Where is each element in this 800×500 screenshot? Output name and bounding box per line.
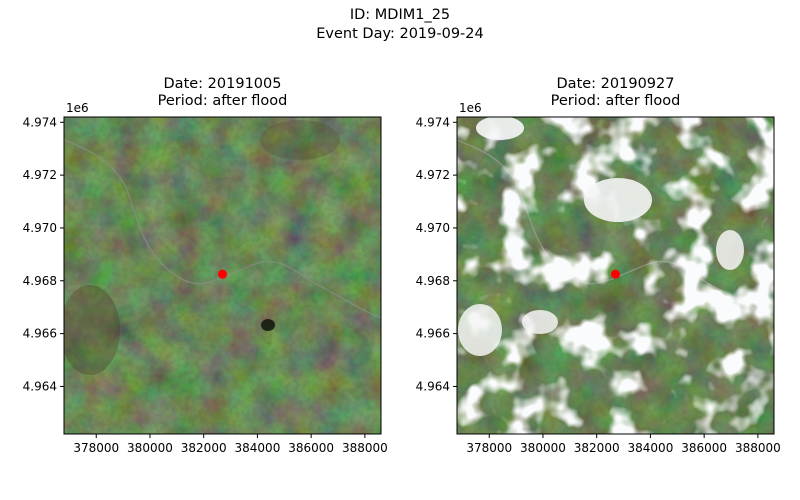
y-tick-label: 4.972 [416, 168, 450, 182]
x-tick-label: 382000 [181, 441, 227, 455]
x-tick-label: 382000 [574, 441, 620, 455]
left-y-axis: 4.964 4.966 4.968 4.970 4.972 4.974 [23, 115, 64, 393]
x-tick-label: 378000 [73, 441, 119, 455]
left-x-axis: 378000 380000 382000 384000 386000 388000 [73, 434, 388, 455]
left-axes-frame [63, 116, 382, 435]
left-river-path [64, 139, 381, 319]
left-y-offset-label: 1e6 [66, 101, 89, 115]
y-tick-label: 4.964 [416, 379, 450, 393]
right-points-layer [611, 269, 620, 279]
y-tick-label: 4.974 [416, 115, 450, 129]
y-tick-label: 4.972 [23, 168, 57, 182]
x-tick-label: 384000 [628, 441, 674, 455]
right-x-axis: 378000 380000 382000 384000 386000 388000 [466, 434, 781, 455]
location-marker-point [611, 269, 620, 279]
left-panel-title-period: Period: after flood [157, 93, 288, 109]
figure-subtitle: Event Day: 2019-09-24 [316, 26, 484, 42]
y-tick-label: 4.974 [23, 115, 57, 129]
y-tick-label: 4.966 [416, 327, 450, 341]
x-tick-label: 388000 [735, 441, 781, 455]
left-panel: 378000 380000 382000 384000 386000 388000 4.9… [23, 101, 388, 455]
right-panel: 378000 380000 382000 384000 386000 388000 4.9… [416, 101, 781, 455]
y-tick-label: 4.968 [416, 274, 450, 288]
y-tick-label: 4.970 [416, 221, 450, 235]
right-y-axis: 4.964 4.966 4.968 4.970 4.972 4.974 [416, 115, 457, 393]
y-tick-label: 4.970 [23, 221, 57, 235]
x-tick-label: 386000 [288, 441, 334, 455]
location-marker-point [218, 269, 227, 279]
right-panel-title-period: Period: after flood [550, 93, 681, 109]
x-tick-label: 378000 [466, 441, 512, 455]
y-tick-label: 4.964 [23, 379, 57, 393]
x-tick-label: 384000 [235, 441, 281, 455]
left-panel-title-date: Date: 20191005 [163, 76, 282, 92]
x-tick-label: 380000 [127, 441, 173, 455]
figure-title: ID: MDIM1_25 [349, 7, 451, 23]
x-tick-label: 380000 [520, 441, 566, 455]
left-points-layer [218, 269, 227, 279]
y-tick-label: 4.966 [23, 327, 57, 341]
right-axes-frame [456, 116, 775, 435]
x-tick-label: 386000 [681, 441, 727, 455]
x-tick-label: 388000 [342, 441, 388, 455]
right-panel-title-date: Date: 20190927 [556, 76, 675, 92]
y-tick-label: 4.968 [23, 274, 57, 288]
right-y-offset-label: 1e6 [459, 101, 482, 115]
